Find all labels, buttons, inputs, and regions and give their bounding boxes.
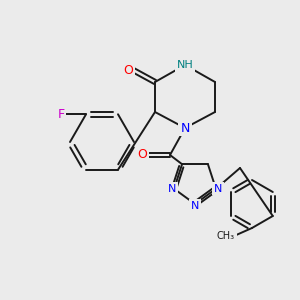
Text: N: N xyxy=(214,184,222,194)
Text: O: O xyxy=(137,148,147,161)
Text: O: O xyxy=(123,64,133,76)
Text: CH₃: CH₃ xyxy=(217,231,235,241)
Text: F: F xyxy=(57,108,64,121)
Text: N: N xyxy=(191,201,199,211)
Text: N: N xyxy=(168,184,176,194)
Text: NH: NH xyxy=(177,60,194,70)
Text: N: N xyxy=(180,122,190,134)
